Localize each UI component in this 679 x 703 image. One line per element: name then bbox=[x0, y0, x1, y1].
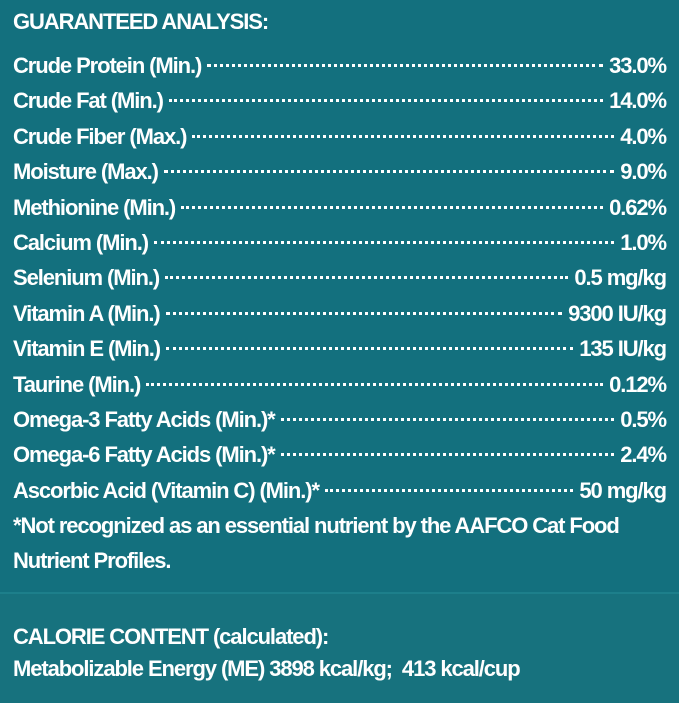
nutrient-value: 0.62% bbox=[609, 194, 667, 220]
calorie-text: Metabolizable Energy (ME) 3898 kcal/kg; … bbox=[13, 656, 521, 681]
analysis-row: Vitamin E (Min.) 135 IU/kg bbox=[13, 331, 667, 366]
analysis-table: Crude Protein (Min.) 33.0% Crude Fat (Min.… bbox=[13, 48, 667, 508]
dot-leader bbox=[163, 170, 615, 174]
dot-leader bbox=[146, 382, 604, 386]
dot-leader bbox=[280, 417, 615, 421]
dot-leader bbox=[181, 205, 604, 209]
nutrient-value: 14.0% bbox=[609, 88, 667, 114]
nutrient-label: Vitamin E (Min.) bbox=[13, 336, 161, 362]
analysis-row: Omega-6 Fatty Acids (Min.)* 2.4% bbox=[13, 437, 667, 472]
nutrient-value: 0.12% bbox=[609, 371, 667, 397]
dot-leader bbox=[192, 134, 615, 138]
nutrient-value: 50 mg/kg bbox=[579, 477, 667, 503]
dot-leader bbox=[207, 64, 604, 67]
nutrient-label: Crude Fat (Min.) bbox=[13, 88, 164, 114]
analysis-row: Vitamin A (Min.) 9300 IU/kg bbox=[13, 296, 667, 331]
nutrient-label: Crude Protein (Min.) bbox=[13, 53, 202, 78]
nutrient-label: Omega-3 Fatty Acids (Min.)* bbox=[13, 406, 276, 432]
dot-leader bbox=[153, 240, 615, 244]
nutrient-value: 9.0% bbox=[620, 159, 667, 185]
analysis-row: Omega-3 Fatty Acids (Min.)* 0.5% bbox=[13, 402, 667, 437]
nutrient-label: Methionine (Min.) bbox=[13, 194, 176, 220]
nutrient-value: 2.4% bbox=[620, 442, 667, 468]
nutrient-label: Crude Fiber (Max.) bbox=[13, 123, 187, 149]
nutrient-label: Ascorbic Acid (Vitamin C) (Min.)* bbox=[13, 477, 320, 503]
dot-leader bbox=[280, 453, 615, 457]
nutrient-value: 135 IU/kg bbox=[579, 336, 667, 362]
nutrient-label: Calcium (Min.) bbox=[13, 229, 149, 255]
nutrient-value: 0.5% bbox=[620, 406, 667, 432]
nutrient-label: Taurine (Min.) bbox=[13, 371, 141, 397]
dot-leader bbox=[165, 276, 569, 280]
analysis-row: Crude Fat (Min.) 14.0% bbox=[13, 83, 667, 118]
analysis-row: Crude Fiber (Max.) 4.0% bbox=[13, 119, 667, 154]
analysis-row: Selenium (Min.) 0.5 mg/kg bbox=[13, 260, 667, 295]
analysis-row: Moisture (Max.) 9.0% bbox=[13, 154, 667, 189]
dot-leader bbox=[165, 311, 563, 315]
footnote: *Not recognized as an essential nutrient… bbox=[13, 513, 620, 573]
nutrient-value: 4.0% bbox=[620, 123, 667, 149]
nutrient-value: 9300 IU/kg bbox=[568, 300, 667, 326]
calorie-section: CALORIE CONTENT (calculated): Metaboliza… bbox=[0, 592, 679, 703]
calorie-title: CALORIE CONTENT (calculated): bbox=[13, 624, 329, 649]
nutrient-label: Vitamin A (Min.) bbox=[13, 300, 161, 326]
nutrient-label: Moisture (Max.) bbox=[13, 159, 159, 185]
dot-leader bbox=[324, 488, 574, 492]
analysis-row: Calcium (Min.) 1.0% bbox=[13, 225, 667, 260]
nutrient-value: 1.0% bbox=[620, 229, 667, 255]
analysis-row: Crude Protein (Min.) 33.0% bbox=[13, 48, 667, 83]
title: GUARANTEED ANALYSIS: bbox=[13, 9, 269, 34]
nutrient-label: Selenium (Min.) bbox=[13, 265, 160, 291]
nutrient-label: Omega-6 Fatty Acids (Min.)* bbox=[13, 442, 276, 468]
analysis-row: Methionine (Min.) 0.62% bbox=[13, 190, 667, 225]
nutrient-value: 33.0% bbox=[609, 53, 667, 78]
analysis-row: Taurine (Min.) 0.12% bbox=[13, 367, 667, 402]
analysis-section: GUARANTEED ANALYSIS: Crude Protein (Min.… bbox=[13, 9, 668, 573]
analysis-row: Ascorbic Acid (Vitamin C) (Min.)* 50 mg/k… bbox=[13, 473, 667, 508]
dot-leader bbox=[168, 99, 604, 103]
nutrient-value: 0.5 mg/kg bbox=[574, 265, 667, 291]
dot-leader bbox=[166, 347, 574, 351]
